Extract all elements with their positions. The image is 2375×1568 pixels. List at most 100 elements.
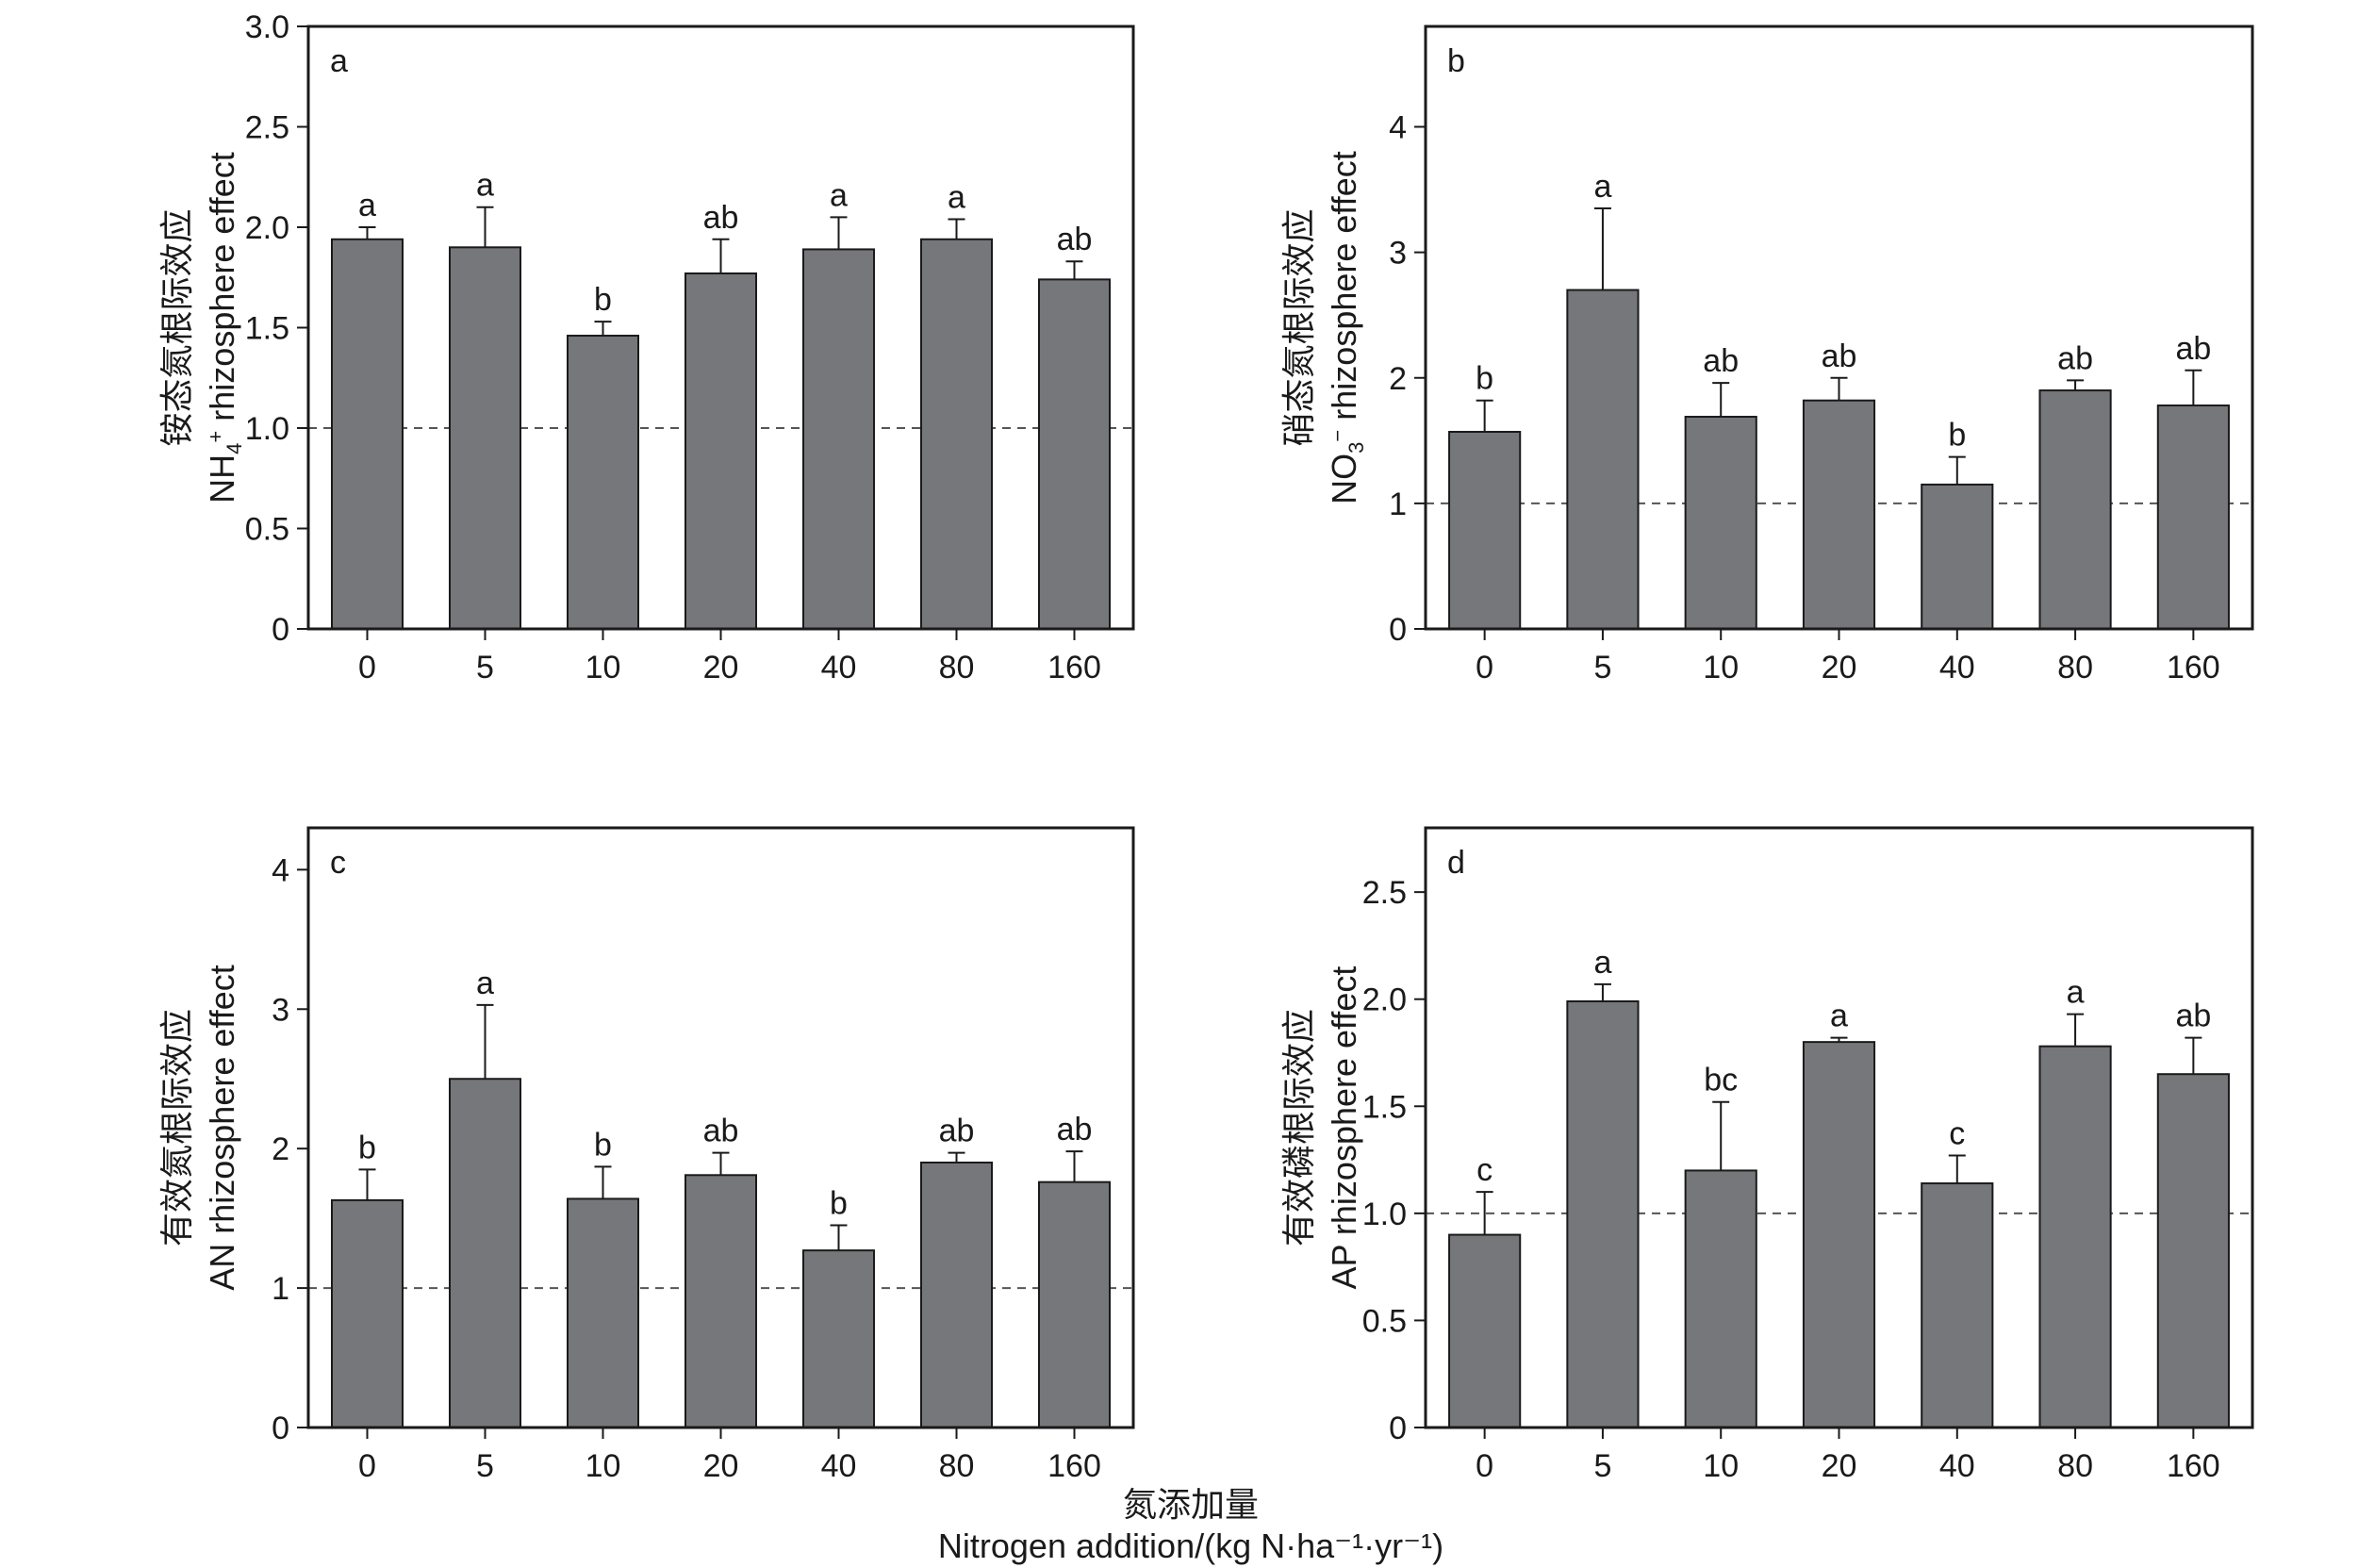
- y-axis-title-superscript: −: [1326, 430, 1349, 442]
- x-tick-label: 5: [1593, 650, 1611, 685]
- x-tick-label: 10: [1703, 650, 1739, 685]
- chart-panels: a0a5b10ab20a40a80ab16000.51.01.52.02.53.…: [158, 9, 2254, 1484]
- bar: [1684, 1169, 1757, 1429]
- y-axis-title-rest: rhizosphere effect: [203, 152, 241, 431]
- plot-frame: [1424, 25, 2254, 631]
- panel-c: b 0 a 5 b 10 ab 20 b 40 ab 80 ab 160 0 1 2 3 4 c 有效氮根际效应 AN r…: [158, 826, 1135, 1484]
- y-axis-title-main: NO: [1325, 454, 1363, 504]
- y-tick-label: 1.5: [245, 311, 289, 347]
- y-axis-title-en: AP rhizosphere effect: [1325, 966, 1363, 1290]
- significance-label: a: [2067, 975, 2085, 1011]
- significance-label: ab: [1057, 1112, 1093, 1147]
- significance-label: b: [1948, 418, 1966, 454]
- x-tick-label: 80: [939, 650, 975, 685]
- y-tick-label: 1: [272, 1271, 289, 1307]
- bar: [684, 272, 757, 630]
- bar: [1684, 416, 1757, 630]
- bar: [802, 1249, 875, 1428]
- significance-label: b: [358, 1130, 376, 1165]
- significance-label: b: [594, 1127, 612, 1163]
- significance-label: c: [1476, 1152, 1493, 1188]
- y-tick-label: 1: [1389, 487, 1407, 522]
- bar: [331, 238, 404, 630]
- bar: [1448, 430, 1522, 630]
- x-tick-label: 40: [821, 1448, 857, 1484]
- significance-label: a: [358, 188, 376, 223]
- x-tick-label: 5: [476, 1448, 494, 1484]
- x-tick-label: 0: [1476, 650, 1493, 685]
- x-tick-label: 20: [1822, 650, 1857, 685]
- x-tick-label: 80: [2057, 650, 2093, 685]
- x-tick-label: 0: [358, 650, 376, 685]
- plot-frame: [306, 826, 1135, 1429]
- x-tick-label: 10: [586, 650, 621, 685]
- x-tick-label: 10: [586, 1448, 621, 1484]
- significance-label: a: [1593, 169, 1611, 205]
- y-tick-label: 2.5: [1362, 875, 1407, 911]
- y-axis-title-zh: 硝态氮根际效应: [1280, 208, 1319, 446]
- y-tick-label: 2: [272, 1131, 289, 1167]
- y-axis-title-rest: rhizosphere effect: [1325, 151, 1363, 430]
- y-tick-label: 4: [1389, 110, 1407, 146]
- bar: [1566, 289, 1640, 630]
- bar: [1038, 1180, 1111, 1428]
- significance-label: a: [948, 179, 965, 215]
- panel-letter: b: [1447, 43, 1465, 79]
- significance-label: a: [476, 168, 494, 204]
- x-tick-label: 160: [2167, 1448, 2220, 1484]
- bar: [1802, 1041, 1876, 1428]
- bar: [2156, 404, 2230, 630]
- x-tick-label: 80: [2057, 1448, 2093, 1484]
- bar: [1448, 1233, 1522, 1428]
- bar: [1921, 483, 1994, 630]
- y-tick-label: 1.0: [245, 411, 289, 447]
- x-tick-label: 40: [1939, 650, 1975, 685]
- x-axis-title-en: Nitrogen addition/(kg N·ha⁻¹·yr⁻¹): [938, 1527, 1443, 1565]
- bar: [1921, 1182, 1994, 1428]
- significance-label: ab: [2057, 340, 2093, 376]
- significance-label: c: [1949, 1116, 1965, 1152]
- significance-label: ab: [1822, 338, 1857, 374]
- significance-label: ab: [939, 1114, 975, 1149]
- y-tick-label: 1.5: [1362, 1089, 1407, 1125]
- x-tick-label: 5: [476, 650, 494, 685]
- significance-label: ab: [2175, 999, 2211, 1034]
- y-tick-label: 3.0: [245, 9, 289, 45]
- bar: [2038, 389, 2112, 630]
- panel-a: a 0 a 5 b 10 ab 20 a 40 a 80 ab 160 0 0.5 1.0 1.5 2.0 2.5 3.…: [158, 9, 1135, 685]
- x-tick-label: 40: [821, 650, 857, 685]
- x-tick-label: 5: [1593, 1448, 1611, 1484]
- x-tick-label: 20: [703, 650, 739, 685]
- x-tick-label: 80: [939, 1448, 975, 1484]
- x-tick-label: 10: [1703, 1448, 1739, 1484]
- significance-label: a: [1593, 945, 1611, 981]
- bar: [567, 1197, 639, 1429]
- x-tick-label: 20: [1822, 1448, 1857, 1484]
- significance-label: b: [594, 282, 612, 318]
- y-tick-label: 0.5: [245, 512, 289, 548]
- y-axis-title-en: NO3− rhizosphere effect: [1325, 151, 1368, 504]
- y-axis-title-subscript: 4: [223, 443, 246, 454]
- bar: [2156, 1073, 2230, 1428]
- y-axis-title-main: AN rhizosphere effect: [203, 965, 241, 1291]
- y-axis-title-zh: 铵态氮根际效应: [158, 208, 197, 446]
- y-tick-label: 0.5: [1362, 1303, 1407, 1339]
- y-tick-label: 2.0: [245, 210, 289, 246]
- bar: [802, 248, 875, 630]
- significance-label: ab: [703, 1114, 739, 1149]
- bar: [449, 246, 521, 630]
- significance-label: ab: [703, 200, 739, 236]
- y-axis-title-main: AP rhizosphere effect: [1325, 966, 1363, 1290]
- x-axis-title-zh: 氮添加量: [1123, 1486, 1259, 1525]
- x-tick-label: 0: [1476, 1448, 1493, 1484]
- y-tick-label: 2.5: [245, 110, 289, 146]
- bar: [331, 1198, 404, 1428]
- y-tick-label: 0: [1389, 612, 1407, 648]
- significance-label: a: [476, 966, 494, 1001]
- bar: [1566, 999, 1640, 1428]
- y-tick-label: 0: [272, 1411, 289, 1446]
- plot-frame: [1424, 826, 2254, 1429]
- x-tick-label: 40: [1939, 1448, 1975, 1484]
- x-tick-label: 160: [1047, 650, 1101, 685]
